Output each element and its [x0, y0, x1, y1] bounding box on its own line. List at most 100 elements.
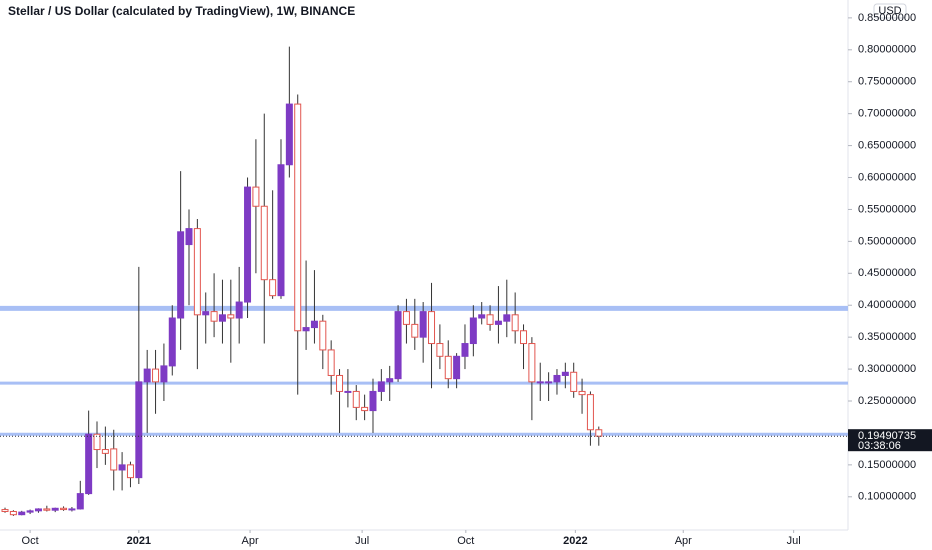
y-tick-label: 0.75000000: [858, 76, 916, 88]
x-tick-label: Apr: [241, 535, 258, 547]
candle-body: [43, 508, 51, 511]
y-tick-label: 0.85000000: [858, 12, 916, 24]
candle-body: [545, 381, 553, 384]
candle-body: [110, 448, 118, 471]
candle-body: [34, 508, 42, 512]
candle-body: [536, 381, 544, 384]
y-tick-label: 0.40000000: [858, 299, 916, 311]
candle-body: [294, 103, 302, 332]
candle-body: [168, 317, 176, 367]
candle-body: [160, 365, 168, 383]
candle-body: [260, 205, 268, 281]
candle-body: [361, 406, 369, 412]
x-tick-label: Jul: [355, 535, 369, 547]
y-tick-label: 0.60000000: [858, 171, 916, 183]
currency-box[interactable]: [873, 3, 907, 19]
candle-body: [570, 371, 578, 392]
candle-body: [428, 311, 436, 345]
candle-body: [469, 317, 477, 345]
y-tick-label: 0.30000000: [858, 363, 916, 375]
candle-body: [336, 374, 344, 392]
candle-body: [252, 186, 260, 207]
candle-body: [68, 508, 76, 511]
candle-body: [595, 429, 603, 437]
candle-body: [218, 314, 226, 322]
y-tick-label: 0.80000000: [858, 44, 916, 56]
x-tick-label: Jul: [787, 535, 801, 547]
y-tick-label: 0.15000000: [858, 459, 916, 471]
candle-body: [227, 314, 235, 319]
last-price-label: 0.19490735: [858, 430, 916, 442]
y-tick-label: 0.70000000: [858, 108, 916, 120]
candle-body: [9, 510, 17, 516]
candle-body: [185, 228, 193, 246]
candle-body: [444, 355, 452, 380]
candle-body: [578, 390, 586, 396]
candle-body: [143, 368, 151, 383]
candle-body: [494, 320, 502, 325]
candle-body: [126, 464, 134, 479]
candle-body: [152, 368, 160, 383]
candle-body: [193, 228, 201, 316]
x-tick-label: Oct: [457, 535, 474, 547]
x-tick-label: Oct: [22, 535, 39, 547]
candle-body: [76, 493, 84, 510]
candle-body: [586, 394, 594, 431]
candle-body: [327, 349, 335, 376]
candle-body: [285, 103, 293, 166]
candle-body: [277, 164, 285, 297]
y-tick-label: 0.10000000: [858, 491, 916, 503]
candle-body: [85, 433, 93, 495]
candle-body: [553, 374, 561, 383]
candle-body: [419, 311, 427, 338]
x-tick-label: 2021: [127, 535, 151, 547]
candle-body: [93, 433, 101, 451]
candle-body: [269, 279, 277, 297]
candle-body: [436, 343, 444, 357]
candle-body: [319, 320, 327, 351]
candle-body: [177, 231, 185, 319]
candle-body: [235, 301, 243, 319]
candle-body: [386, 378, 394, 383]
y-tick-label: 0.50000000: [858, 235, 916, 247]
candle-body: [394, 311, 402, 380]
candle-body: [60, 507, 68, 511]
candle-body: [244, 186, 252, 303]
candle-body: [310, 320, 318, 329]
last-price-box: [848, 429, 932, 452]
candle-body: [478, 314, 486, 319]
candle-body: [503, 314, 511, 322]
candle-body: [210, 311, 218, 322]
candle-body: [402, 311, 410, 325]
candle-body: [511, 314, 519, 332]
y-tick-label: 0.35000000: [858, 331, 916, 343]
candle-body: [202, 311, 210, 316]
candle-body: [135, 381, 143, 479]
candle-body: [486, 314, 494, 325]
candle-body: [352, 390, 360, 408]
candle-body: [118, 464, 126, 471]
y-tick-label: 0.25000000: [858, 395, 916, 407]
candle-body: [1, 509, 9, 512]
candle-body: [411, 323, 419, 338]
y-tick-label: 0.55000000: [858, 203, 916, 215]
x-tick-label: 2022: [563, 535, 587, 547]
candle-body: [520, 330, 528, 345]
candle-body: [461, 343, 469, 357]
candle-body: [18, 511, 26, 516]
candle-body: [51, 507, 59, 511]
candle-body: [369, 390, 377, 412]
countdown: 03:38:06: [858, 440, 901, 452]
candle-body: [377, 381, 385, 392]
candle-body: [561, 371, 569, 376]
x-tick-label: Apr: [675, 535, 692, 547]
currency[interactable]: USD: [878, 5, 901, 17]
candle-body: [302, 327, 310, 332]
candle-body: [528, 343, 536, 383]
chart-title: Stellar / US Dollar (calculated by Tradi…: [8, 4, 355, 18]
candle-body: [101, 449, 109, 454]
y-tick-label: 0.45000000: [858, 267, 916, 279]
candle-body: [453, 355, 461, 380]
